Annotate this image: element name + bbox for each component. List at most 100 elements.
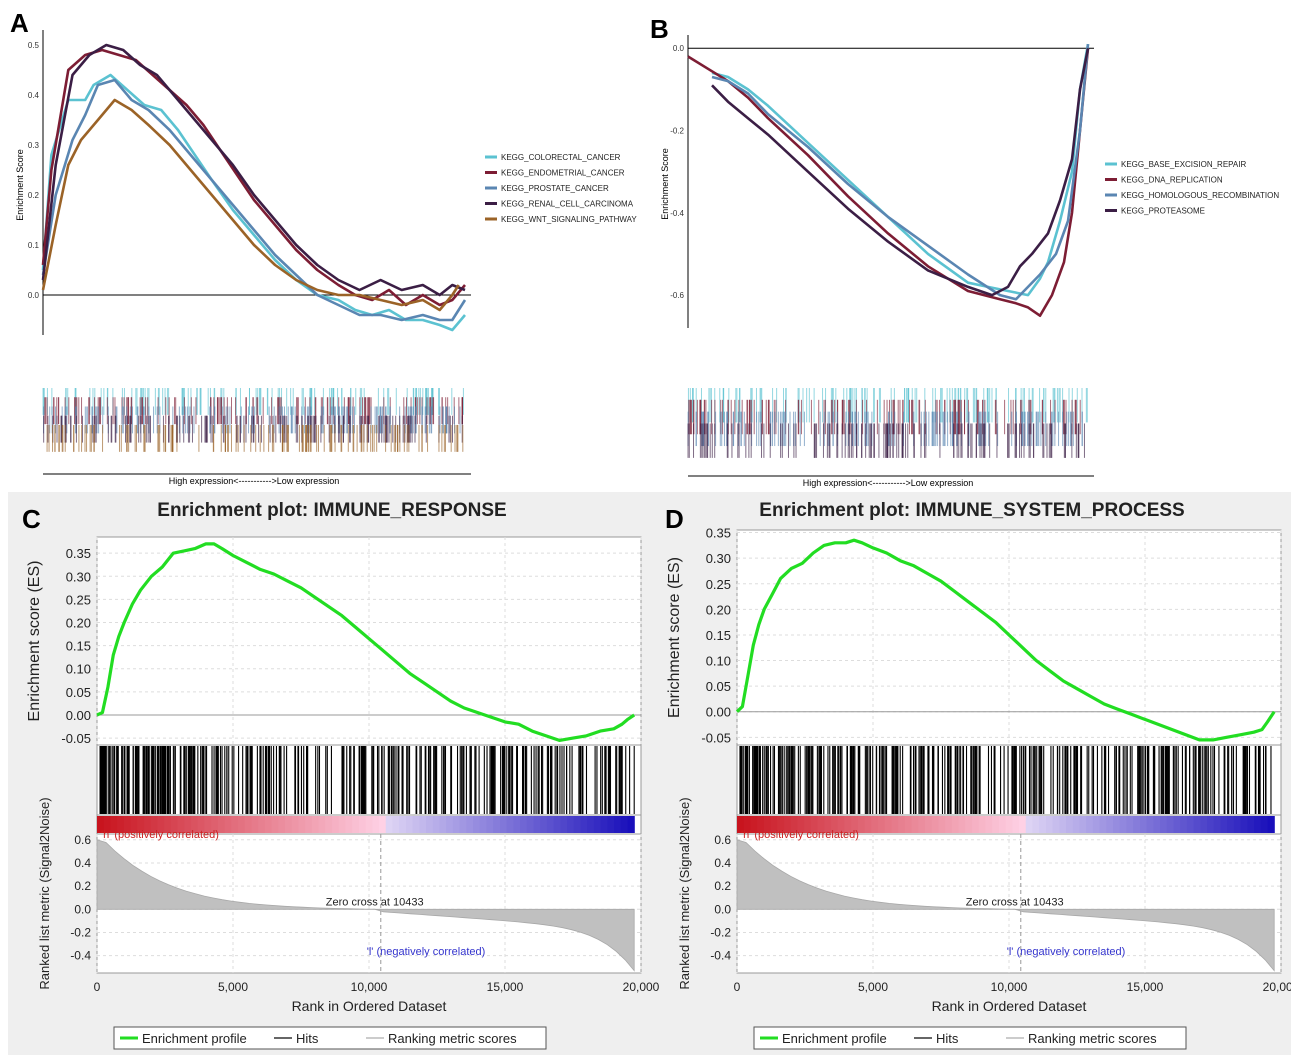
rank-bar-segment [737,816,745,833]
y-tick-label: 0.00 [66,708,91,723]
legend-box [753,1026,1187,1050]
panel-c-chart: Enrichment plot: IMMUNE_RESPONSE 0.35 0.30… [26,500,660,1050]
rank-bar-segment [1213,816,1222,833]
rank-bar-segment [1005,816,1013,833]
rank-bar-segment [1166,816,1175,833]
rank-bar-segment [392,816,400,833]
series-line-kegg-colorectal-cancer [41,73,466,332]
y-tick-label: -0.05 [701,730,731,745]
rank-bar-segment [318,816,326,833]
rank-bar-segment [884,816,893,833]
rank-bar-segment [750,816,758,833]
positive-label: 'h' (positively correlated) [741,829,859,841]
rank-bar-segment [851,816,859,833]
rank-bar-segment [911,816,919,833]
rank-bar-segment [499,816,508,833]
rank-bar-segment [97,816,105,833]
rank-bar-segment [1233,816,1242,833]
rank-bar-segment [1032,816,1040,833]
rank-bar-segment [264,816,273,833]
zero-cross-label: Zero cross at 10433 [966,896,1064,908]
rank-bar-segment [238,816,246,833]
rank-bar-segment [432,816,441,833]
rank-bar-segment [1126,816,1134,833]
rank-bar-segment [938,816,946,833]
y-tick-label: 0.10 [706,654,731,669]
rank-bar-segment [998,816,1007,833]
rank-bar-segment [305,816,313,833]
rank-bar-segment [258,816,266,833]
series-line-kegg-renal-cell-carcinoma [41,43,466,297]
y-tick-label: 0.25 [66,592,91,607]
rank-bar-segment [810,816,819,833]
metric-y-axis-label: Ranked list metric (Signal2Noise) [677,797,692,989]
rank-bar-segment [412,816,420,833]
rank-bar-segment [985,816,993,833]
metric-tick-label: 0.6 [74,833,91,847]
zero-cross-label: Zero cross at 10433 [326,896,424,908]
panel-a-chart: 0.0 0.1 0.2 0.3 0.4 0.5 Enrichment Score KEGG_C… [15,30,637,486]
rank-bar-segment [164,816,172,833]
legend-label: KEGG_COLORECTAL_CANCER [501,153,621,162]
rank-bar-segment [978,816,987,833]
y-tick-label: 0.1 [28,241,40,250]
rank-bar-segment [797,816,805,833]
rank-bar-segment [439,816,447,833]
rank-bar-segment [831,816,839,833]
rank-bar-segment [1220,816,1228,833]
x-tick-label: 0 [94,980,101,994]
series-line-kegg-dna-replication [687,48,1090,317]
y-tick-label: -0.4 [670,209,684,218]
legend-label: Ranking metric scores [1028,1031,1157,1046]
rank-bar-segment [217,816,226,833]
rank-bar-segment [473,816,481,833]
panel-letter-a: A [10,8,29,38]
rank-bar-segment [385,816,394,833]
x-tick-label: 0 [734,980,741,994]
rank-bar-segment [285,816,293,833]
rank-bar-segment [1133,816,1141,833]
legend-label: KEGG_WNT_SIGNALING_PATHWAY [501,215,637,224]
rank-bar-segment [1240,816,1248,833]
rank-bar-segment [857,816,866,833]
rank-bar-segment [958,816,966,833]
rank-bar-segment [1200,816,1208,833]
metric-tick-label: 0.4 [74,856,91,870]
metric-y-axis-label: Ranked list metric (Signal2Noise) [37,797,52,989]
legend-label: KEGG_ENDOMETRIAL_CANCER [501,169,625,178]
rank-bar-segment [338,816,347,833]
rank-bar-segment [560,816,568,833]
y-tick-label: 0.15 [706,628,731,643]
rank-bar-segment [1059,816,1067,833]
legend-label: Enrichment profile [142,1031,247,1046]
es-plot-area [736,529,1282,746]
rank-bar-segment [777,816,785,833]
y-tick-label: 0.5 [28,41,40,50]
rank-bar-segment [150,816,159,833]
rank-bar-segment [184,816,192,833]
rank-bar-segment [372,816,380,833]
y-tick-label: 0.2 [28,191,40,200]
rank-bar-segment [1186,816,1195,833]
negative-label: 'l' (negatively correlated) [367,946,486,958]
rank-bar-segment [157,816,165,833]
rank-bar-segment [763,816,772,833]
rank-bar-segment [311,816,320,833]
legend-label: KEGG_BASE_EXCISION_REPAIR [1121,160,1246,169]
x-tick-label: 15,000 [1127,980,1164,994]
rank-bar-segment [770,816,778,833]
rank-bar-segment [567,816,575,833]
rank-bar-segment [493,816,501,833]
rank-bar-segment [898,816,906,833]
y-axis-label: Enrichment Score [660,148,670,220]
y-tick-label: 0.35 [706,526,731,541]
rank-bar-segment [506,816,514,833]
rank-bar-segment [170,816,179,833]
rank-bar-segment [1247,816,1255,833]
rank-bar-segment [965,816,973,833]
rank-bar-segment [757,816,765,833]
legend-label: KEGG_HOMOLOGOUS_RECOMBINATION [1121,191,1279,200]
rank-bar-segment [844,816,852,833]
rank-bar-segment [743,816,752,833]
rank-bar-segment [1160,816,1168,833]
